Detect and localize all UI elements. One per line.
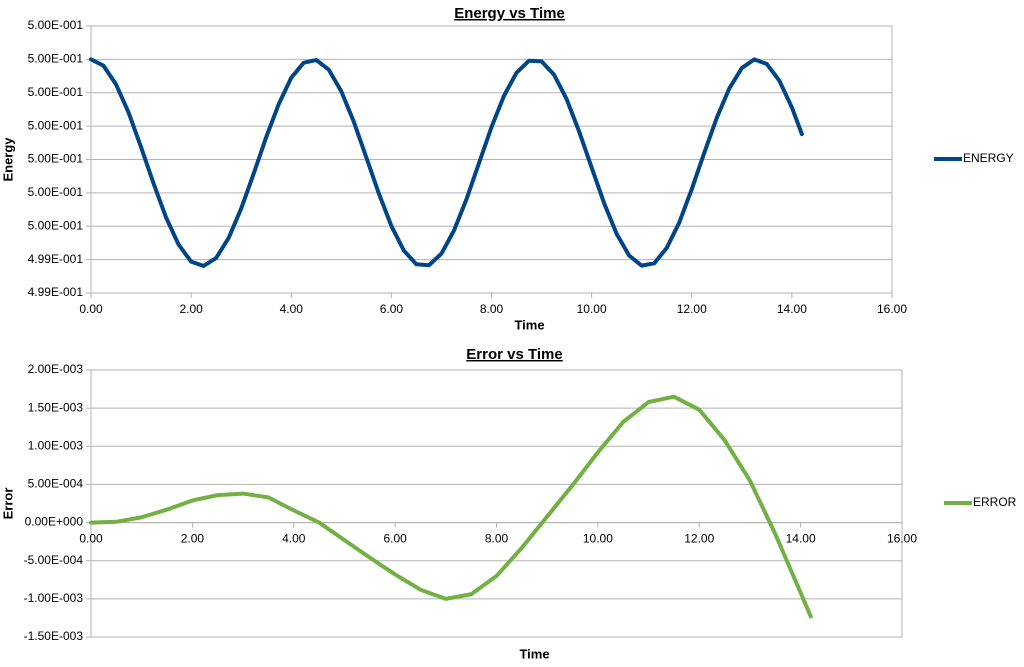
x-tick-label: 4.00 [280, 302, 304, 316]
x-tick-label: 12.00 [677, 302, 707, 316]
x-tick-label: 16.00 [877, 302, 907, 316]
x-tick-label: 2.00 [181, 532, 205, 546]
x-axis-label: Time [514, 317, 544, 332]
y-tick-label: 5.00E-001 [28, 118, 84, 132]
x-tick-label: 14.00 [777, 302, 807, 316]
y-tick-label: -1.50E-003 [24, 629, 84, 643]
plot-area [90, 369, 903, 638]
y-tick-label: 5.00E-001 [28, 185, 84, 199]
x-tick-label: 2.00 [179, 302, 203, 316]
x-tick-label: 8.00 [480, 302, 504, 316]
x-tick-label: 0.00 [79, 302, 103, 316]
legend-label: ENERGY [963, 151, 1014, 165]
x-tick-label: 4.00 [282, 532, 306, 546]
x-tick-label: 12.00 [684, 532, 714, 546]
legend-label: ERROR [973, 495, 1017, 509]
y-tick-label: 5.00E-001 [28, 218, 84, 232]
y-tick-label: -5.00E-004 [24, 553, 84, 567]
x-tick-label: 6.00 [380, 302, 404, 316]
x-tick-label: 0.00 [79, 532, 103, 546]
data-line [89, 394, 813, 619]
y-tick-label: 1.50E-003 [28, 400, 84, 414]
chart-title: Energy vs Time [454, 5, 565, 22]
x-tick-label: 6.00 [383, 532, 407, 546]
y-axis-label: Error [0, 488, 15, 520]
y-tick-label: 1.00E-003 [28, 438, 84, 452]
y-tick-label: 2.00E-003 [28, 362, 84, 376]
y-tick-label: 4.99E-001 [28, 285, 84, 299]
y-tick-label: 5.00E-001 [28, 85, 84, 99]
chart-title: Error vs Time [466, 346, 562, 363]
x-tick-label: 16.00 [887, 532, 917, 546]
y-tick-label: 5.00E-004 [28, 477, 84, 491]
y-tick-label: 4.99E-001 [28, 252, 84, 266]
data-line [89, 57, 804, 268]
y-tick-label: -1.00E-003 [24, 591, 84, 605]
x-tick-label: 14.00 [786, 532, 816, 546]
x-tick-label: 8.00 [485, 532, 509, 546]
y-axis-label: Energy [0, 137, 15, 182]
y-tick-label: 5.00E-001 [28, 52, 84, 66]
x-axis-label: Time [519, 646, 549, 661]
x-tick-label: 10.00 [577, 302, 607, 316]
y-tick-label: 5.00E-001 [28, 18, 84, 32]
y-tick-label: 0.00E+000 [25, 515, 84, 529]
y-tick-label: 5.00E-001 [28, 152, 84, 166]
x-tick-label: 10.00 [583, 532, 613, 546]
